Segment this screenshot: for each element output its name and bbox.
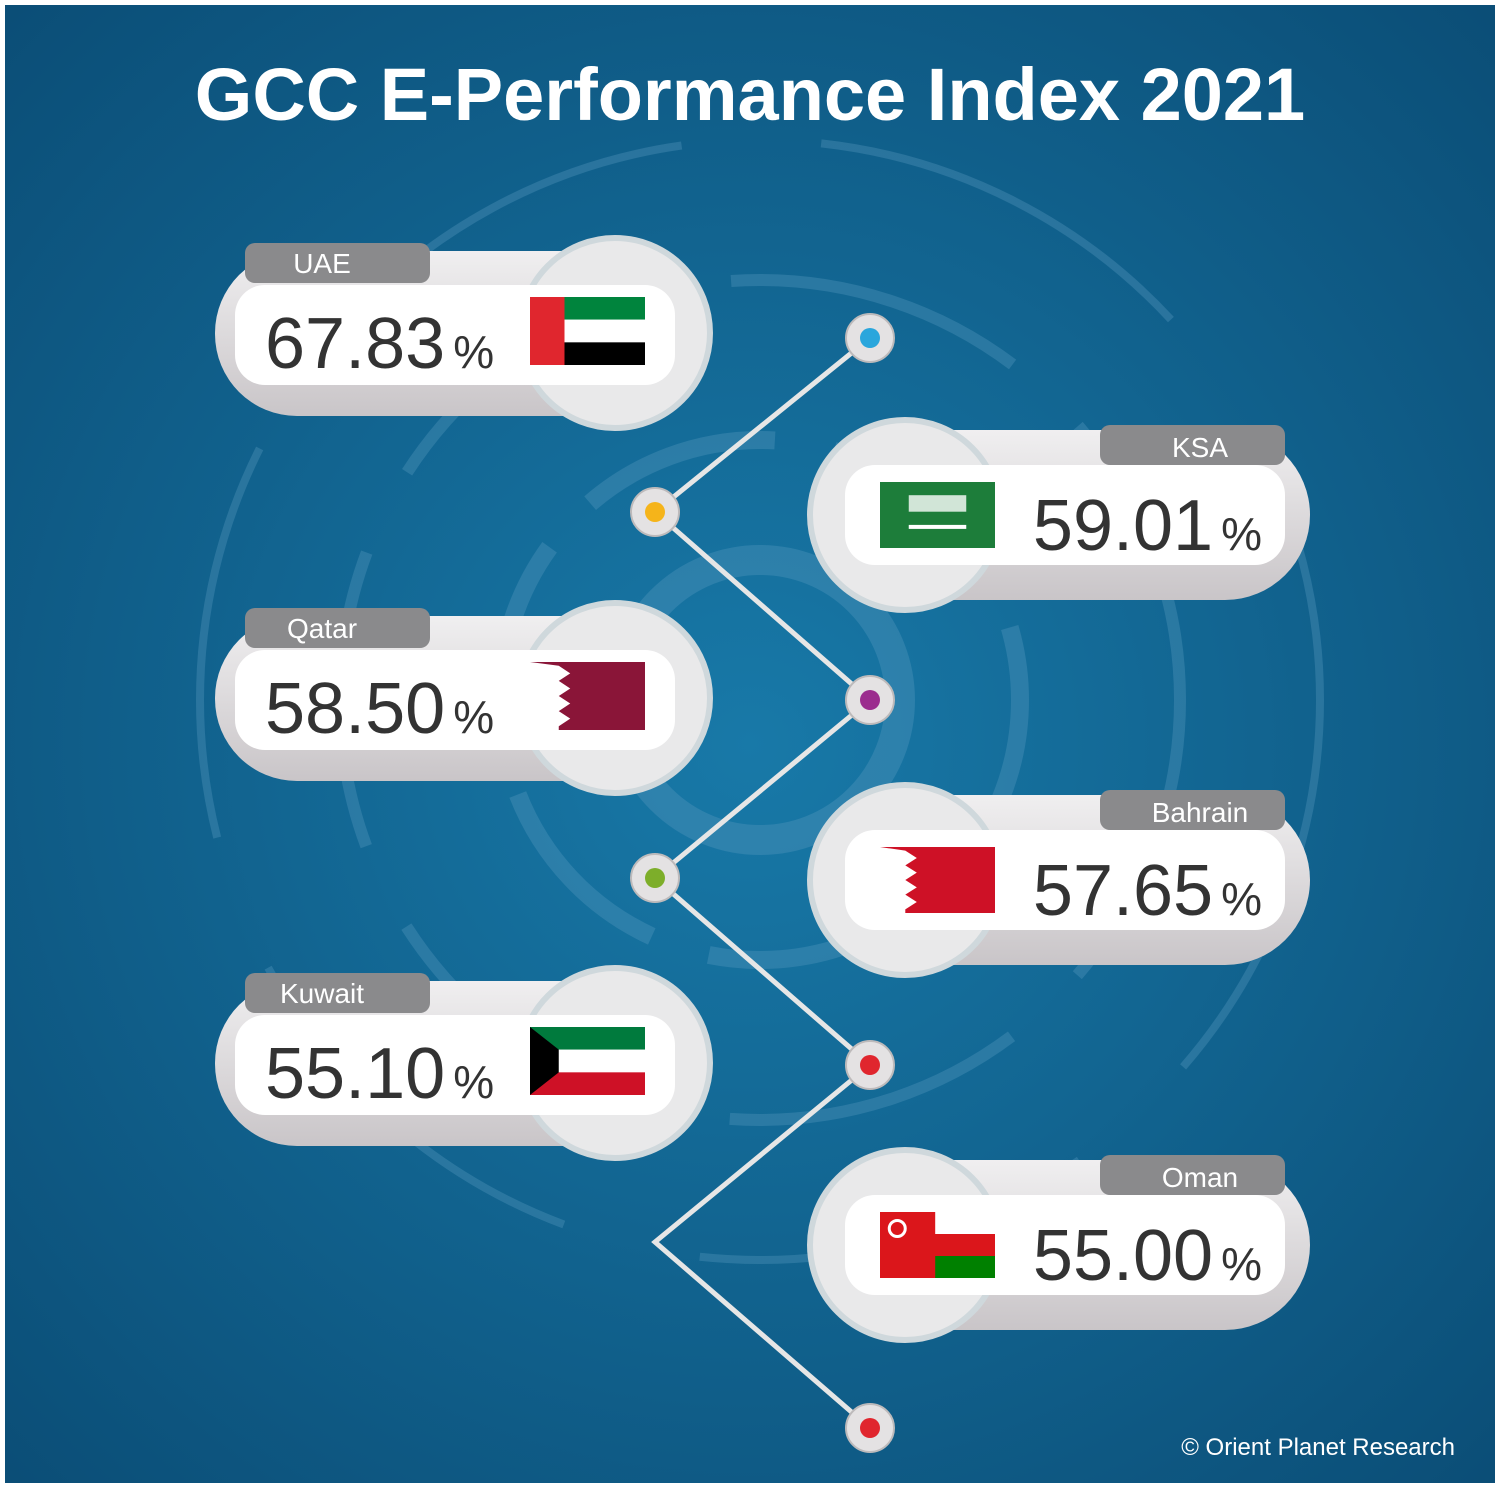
value-unit: % (453, 691, 494, 743)
country-label: KSA (1172, 432, 1228, 463)
node-dot (860, 328, 880, 348)
value-unit: % (1221, 508, 1262, 560)
value: 67.83% (265, 304, 494, 384)
flag-part (908, 524, 967, 529)
flag-part (530, 297, 565, 365)
value-unit: % (453, 326, 494, 378)
country-label: Bahrain (1152, 797, 1249, 828)
node-dot (860, 1055, 880, 1075)
credit: © Orient Planet Research (1181, 1434, 1455, 1461)
node-dot (645, 502, 665, 522)
card: Kuwait 55.10% (215, 965, 713, 1161)
value-number: 67.83 (265, 304, 445, 384)
flag-part (908, 495, 967, 512)
label-tab (1100, 425, 1285, 465)
flag-part (880, 482, 995, 548)
value-number: 58.50 (265, 669, 445, 749)
title: GCC E-Performance Index 2021 (195, 53, 1305, 136)
country-label: Kuwait (280, 978, 364, 1009)
card: Bahrain 57.65% (807, 782, 1310, 978)
value-unit: % (453, 1056, 494, 1108)
value-number: 55.10 (265, 1034, 445, 1114)
value-unit: % (1221, 873, 1262, 925)
value: 57.65% (1033, 851, 1262, 931)
flag-part (887, 1219, 907, 1238)
value: 55.10% (265, 1034, 494, 1114)
node-dot (860, 690, 880, 710)
card: UAE 67.83% (215, 235, 713, 431)
flag-part (880, 847, 917, 913)
label-tab (1100, 1155, 1285, 1195)
value-number: 55.00 (1033, 1216, 1213, 1296)
country-label: Qatar (287, 613, 357, 644)
value-number: 59.01 (1033, 486, 1213, 566)
node-dot (860, 1418, 880, 1438)
value-unit: % (1221, 1238, 1262, 1290)
value: 55.00% (1033, 1216, 1262, 1296)
flag-part (530, 1072, 645, 1095)
card: Oman 55.00% (807, 1147, 1310, 1343)
card: KSA 59.01% (807, 417, 1310, 613)
country-label: UAE (293, 248, 351, 279)
label-tab (245, 973, 430, 1013)
node-dot (645, 868, 665, 888)
value-number: 57.65 (1033, 851, 1213, 931)
label-tab (245, 608, 430, 648)
flag-part (935, 1212, 995, 1234)
flag-part (530, 662, 571, 730)
flag-part (530, 1027, 645, 1050)
value: 58.50% (265, 669, 494, 749)
flag-part (530, 1027, 559, 1095)
value: 59.01% (1033, 486, 1262, 566)
country-label: Oman (1162, 1162, 1238, 1193)
flag-part (935, 1256, 995, 1278)
card: Qatar 58.50% (215, 600, 713, 796)
label-tab (245, 243, 430, 283)
label-tab (1100, 790, 1285, 830)
